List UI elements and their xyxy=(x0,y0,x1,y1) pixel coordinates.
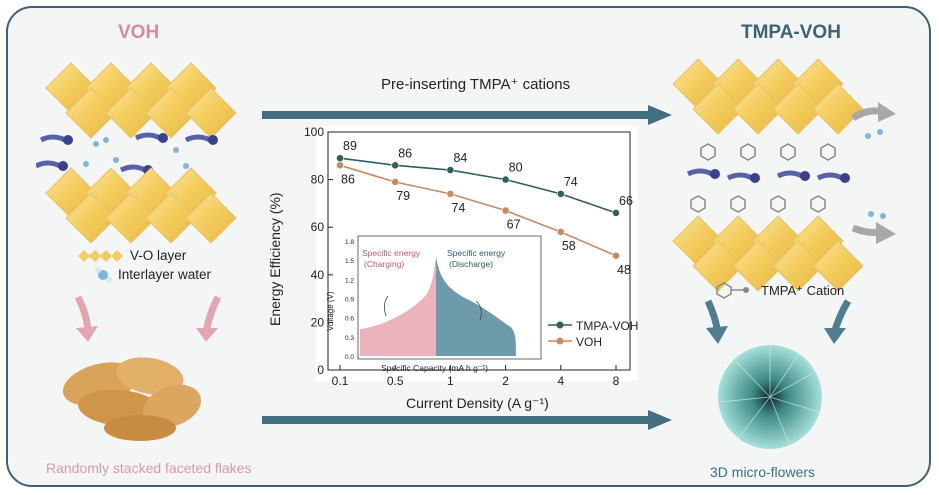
teal-arrows xyxy=(704,299,852,344)
inset-y-tick-label: 0.9 xyxy=(345,297,354,304)
x-axis-label: Current Density (A g⁻¹) xyxy=(406,395,549,411)
y-tick-label: 20 xyxy=(311,315,325,329)
x-tick-label: 4 xyxy=(557,374,564,388)
x-ticks: 0.1 0.5 1 2 4 8 xyxy=(332,365,620,388)
charging-area xyxy=(360,256,436,356)
y-axis-label-area: Energy Efficiency (%) xyxy=(267,192,283,326)
voh-title: VOH xyxy=(118,22,160,43)
inset-y-tick-label: 0.0 xyxy=(345,354,354,361)
inset-y-tick-label: 1.2 xyxy=(345,277,354,284)
top-arrow-label: Pre-inserting TMPA⁺ cations xyxy=(381,76,571,93)
tmpa-cations xyxy=(690,143,836,213)
left-caption: Randomly stacked faceted flakes xyxy=(46,460,252,476)
x-tick-label: 0.1 xyxy=(332,374,349,388)
pink-arrows xyxy=(74,295,222,342)
data-label: 80 xyxy=(509,161,523,175)
inset-chart: Specific energy (Charging) Specific ener… xyxy=(326,235,542,373)
data-label: 58 xyxy=(562,239,576,253)
inset-y-tick-label: 1.8 xyxy=(345,239,354,246)
x-tick-label: 1 xyxy=(447,374,454,388)
legend-voh: VOH xyxy=(576,335,602,349)
data-label: 74 xyxy=(564,175,578,189)
chart-legend: TMPA-VOH VOH xyxy=(548,319,638,349)
inset-label-charge-1: Specific energy xyxy=(362,248,421,258)
data-label: 48 xyxy=(617,263,631,277)
inset-x-label: Specific Capacity (mA h g⁻¹) xyxy=(381,363,488,373)
vo-layer-label: V-O layer xyxy=(130,248,187,263)
x-tick-label: 8 xyxy=(613,374,620,388)
tmpa-vo-layer-top xyxy=(672,58,864,135)
inset-y-ticks: 0.0 0.3 0.6 0.9 1.2 1.5 1.8 xyxy=(345,239,354,361)
inset-y-tick-label: 0.3 xyxy=(345,335,354,342)
data-point xyxy=(336,161,344,170)
vo-layer-bottom xyxy=(45,167,237,244)
figure-frame: VOH TMPA-VOH xyxy=(6,6,931,487)
inset-label-charge-2: (Charging) xyxy=(364,259,404,269)
interlayer-water-label: Interlayer water xyxy=(118,267,212,282)
data-label: 89 xyxy=(343,139,357,153)
data-point xyxy=(612,209,620,217)
data-point xyxy=(612,251,620,260)
inset-label-discharge-1: Specific energy xyxy=(447,248,506,258)
right-caption: 3D micro-flowers xyxy=(710,464,816,480)
data-label: 74 xyxy=(451,201,465,215)
y-tick-label: 40 xyxy=(311,268,325,282)
tmpa-voh-layered-structure xyxy=(672,58,896,292)
tmpa-cation-icon xyxy=(716,282,749,299)
series-line-tmpa-voh xyxy=(339,157,617,214)
faceted-flakes-image xyxy=(62,357,202,441)
inset-label-discharge-2: (Discharge) xyxy=(449,259,493,269)
inset-y-tick-label: 0.6 xyxy=(345,316,354,323)
data-label: 84 xyxy=(453,151,467,165)
data-point xyxy=(391,178,400,186)
tmpa-voh-title: TMPA-VOH xyxy=(741,22,841,43)
y-ticks: 0 20 40 60 80 100 xyxy=(304,125,333,377)
interlayer-ions xyxy=(36,132,218,175)
y-tick-label: 0 xyxy=(317,363,324,377)
data-label: 86 xyxy=(398,146,412,160)
data-point xyxy=(501,206,510,215)
data-label: 67 xyxy=(507,218,521,232)
data-point xyxy=(556,228,565,236)
data-label: 79 xyxy=(396,189,410,203)
data-point xyxy=(336,154,344,163)
data-point xyxy=(446,166,455,174)
inset-y-label: Voltage (V) xyxy=(326,291,335,331)
vo-layer-top xyxy=(45,62,237,139)
y-tick-label: 60 xyxy=(311,220,325,234)
x-tick-label: 0.5 xyxy=(387,374,404,388)
tmpa-cation-label: TMPA⁺ Cation xyxy=(761,283,845,298)
discharge-area xyxy=(436,256,516,356)
data-label: 66 xyxy=(619,194,633,208)
y-axis-label: Energy Efficiency (%) xyxy=(267,192,283,326)
data-point xyxy=(446,189,455,198)
plot-frame xyxy=(327,131,631,371)
energy-efficiency-chart: 0 20 40 60 80 100 0.1 0.5 1 2 4 8 Specific energy … xyxy=(304,125,638,388)
water-molecule-icon xyxy=(95,267,112,283)
voh-layered-structure xyxy=(36,62,237,244)
x-tick-label: 2 xyxy=(502,374,509,388)
micro-flower-image xyxy=(718,345,822,449)
vo-layer-icon xyxy=(78,250,123,262)
bottom-arrow xyxy=(262,410,672,430)
series-line-voh xyxy=(339,164,617,257)
legend-tmpa-voh: TMPA-VOH xyxy=(576,319,638,333)
grey-arrows xyxy=(851,102,896,244)
data-point xyxy=(391,161,400,170)
y-tick-label: 80 xyxy=(311,173,325,187)
series-lines: 89 86 84 80 74 66 86 79 74 67 58 48 xyxy=(336,139,633,277)
tmpa-vo-layer-bottom xyxy=(672,215,864,292)
top-arrow xyxy=(262,105,672,125)
chart-axes xyxy=(327,131,631,371)
inset-y-tick-label: 1.5 xyxy=(345,258,354,265)
data-point xyxy=(501,175,510,184)
y-tick-label: 100 xyxy=(304,125,324,139)
data-point xyxy=(556,189,565,198)
tmpa-interlayer-ions xyxy=(686,168,850,183)
data-label: 86 xyxy=(341,172,355,186)
